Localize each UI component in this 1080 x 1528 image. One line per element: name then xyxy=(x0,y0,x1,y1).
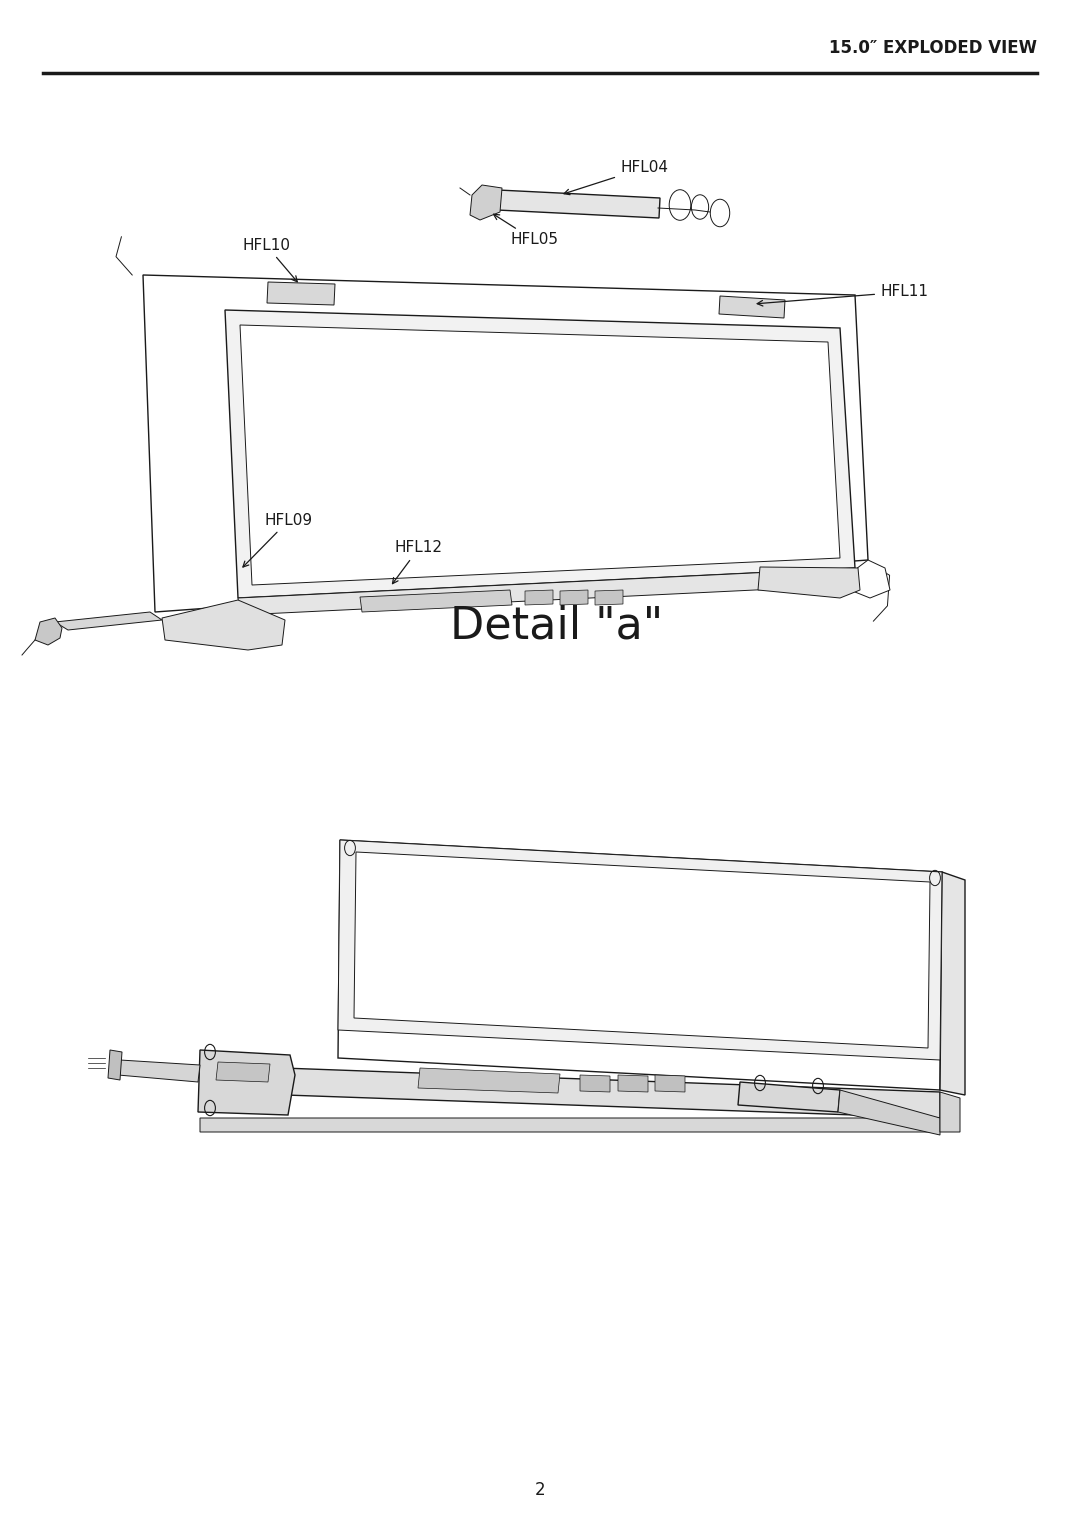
Polygon shape xyxy=(267,283,335,306)
Polygon shape xyxy=(497,189,660,219)
Polygon shape xyxy=(838,1089,940,1135)
Text: HFL10: HFL10 xyxy=(242,237,297,281)
Polygon shape xyxy=(940,872,966,1096)
Polygon shape xyxy=(216,1062,270,1082)
Polygon shape xyxy=(240,325,840,585)
Polygon shape xyxy=(848,559,890,597)
Polygon shape xyxy=(200,1065,940,1118)
Text: 15.0″ EXPLODED VIEW: 15.0″ EXPLODED VIEW xyxy=(828,38,1037,57)
Polygon shape xyxy=(225,310,855,597)
Polygon shape xyxy=(618,1076,648,1093)
Polygon shape xyxy=(595,590,623,605)
Text: HFL04: HFL04 xyxy=(564,160,669,194)
Polygon shape xyxy=(738,1082,840,1112)
Polygon shape xyxy=(561,590,588,605)
Polygon shape xyxy=(238,568,858,614)
Polygon shape xyxy=(354,853,930,1048)
Polygon shape xyxy=(580,1076,610,1093)
Text: HFL11: HFL11 xyxy=(757,284,928,306)
Polygon shape xyxy=(338,840,942,1060)
Polygon shape xyxy=(418,1068,561,1093)
Polygon shape xyxy=(654,1076,685,1093)
Polygon shape xyxy=(758,567,860,597)
Polygon shape xyxy=(35,617,62,645)
Polygon shape xyxy=(108,1050,122,1080)
Polygon shape xyxy=(200,1118,940,1132)
Polygon shape xyxy=(118,1060,200,1082)
Polygon shape xyxy=(55,613,162,630)
Text: Detail "a": Detail "a" xyxy=(449,605,663,648)
Polygon shape xyxy=(719,296,785,318)
Polygon shape xyxy=(470,185,502,220)
Text: HFL05: HFL05 xyxy=(494,214,558,248)
Text: HFL12: HFL12 xyxy=(392,541,443,584)
Polygon shape xyxy=(143,275,868,613)
Polygon shape xyxy=(360,590,512,613)
Polygon shape xyxy=(198,1050,295,1115)
Text: HFL09: HFL09 xyxy=(243,512,313,567)
Text: 2: 2 xyxy=(535,1481,545,1499)
Polygon shape xyxy=(338,840,942,1089)
Polygon shape xyxy=(525,590,553,605)
Polygon shape xyxy=(162,601,285,649)
Polygon shape xyxy=(940,1093,960,1132)
